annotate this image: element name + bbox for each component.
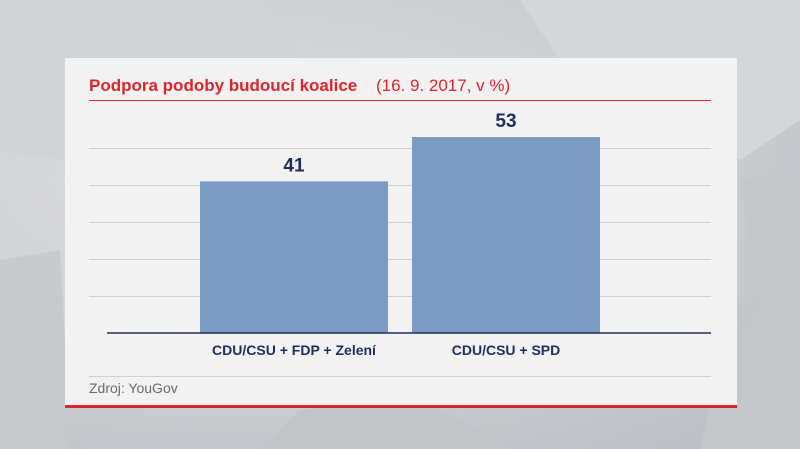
chart-card: Podpora podoby budoucí koalice (16. 9. 2… [65, 58, 737, 408]
value-labels: 41 53 [283, 111, 516, 176]
bar-chart: 41 53 CDU/CSU + FDP + Zelení CDU/CSU + SPD [89, 111, 711, 358]
title-underline [89, 100, 711, 101]
category-labels: CDU/CSU + FDP + Zelení CDU/CSU + SPD [212, 342, 560, 358]
source-divider [89, 376, 711, 377]
bars [200, 137, 600, 333]
category-label-1: CDU/CSU + FDP + Zelení [212, 342, 377, 358]
chart-title-row: Podpora podoby budoucí koalice (16. 9. 2… [89, 76, 510, 96]
chart-title: Podpora podoby budoucí koalice [89, 76, 358, 95]
value-label-1: 41 [283, 155, 305, 176]
category-label-2: CDU/CSU + SPD [452, 342, 561, 358]
value-label-2: 53 [495, 111, 516, 132]
bar-1 [200, 181, 388, 333]
source-note: Zdroj: YouGov [89, 380, 178, 396]
gridlines [89, 148, 711, 297]
bar-2 [412, 137, 600, 333]
chart-subtitle: (16. 9. 2017, v %) [375, 76, 511, 95]
card-bottom-accent [65, 405, 737, 408]
